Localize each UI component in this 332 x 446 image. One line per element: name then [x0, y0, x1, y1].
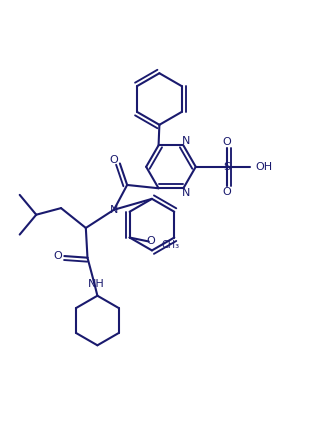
- Text: OH: OH: [256, 162, 273, 172]
- Text: N: N: [110, 205, 118, 215]
- Text: O: O: [110, 154, 118, 165]
- Text: O: O: [146, 236, 155, 247]
- Text: O: O: [53, 251, 62, 261]
- Text: N: N: [182, 188, 190, 198]
- Text: O: O: [223, 187, 231, 197]
- Text: N: N: [182, 136, 190, 146]
- Text: CH₃: CH₃: [161, 240, 180, 250]
- Text: NH: NH: [88, 279, 105, 289]
- Text: O: O: [223, 136, 231, 147]
- Text: S: S: [223, 162, 231, 172]
